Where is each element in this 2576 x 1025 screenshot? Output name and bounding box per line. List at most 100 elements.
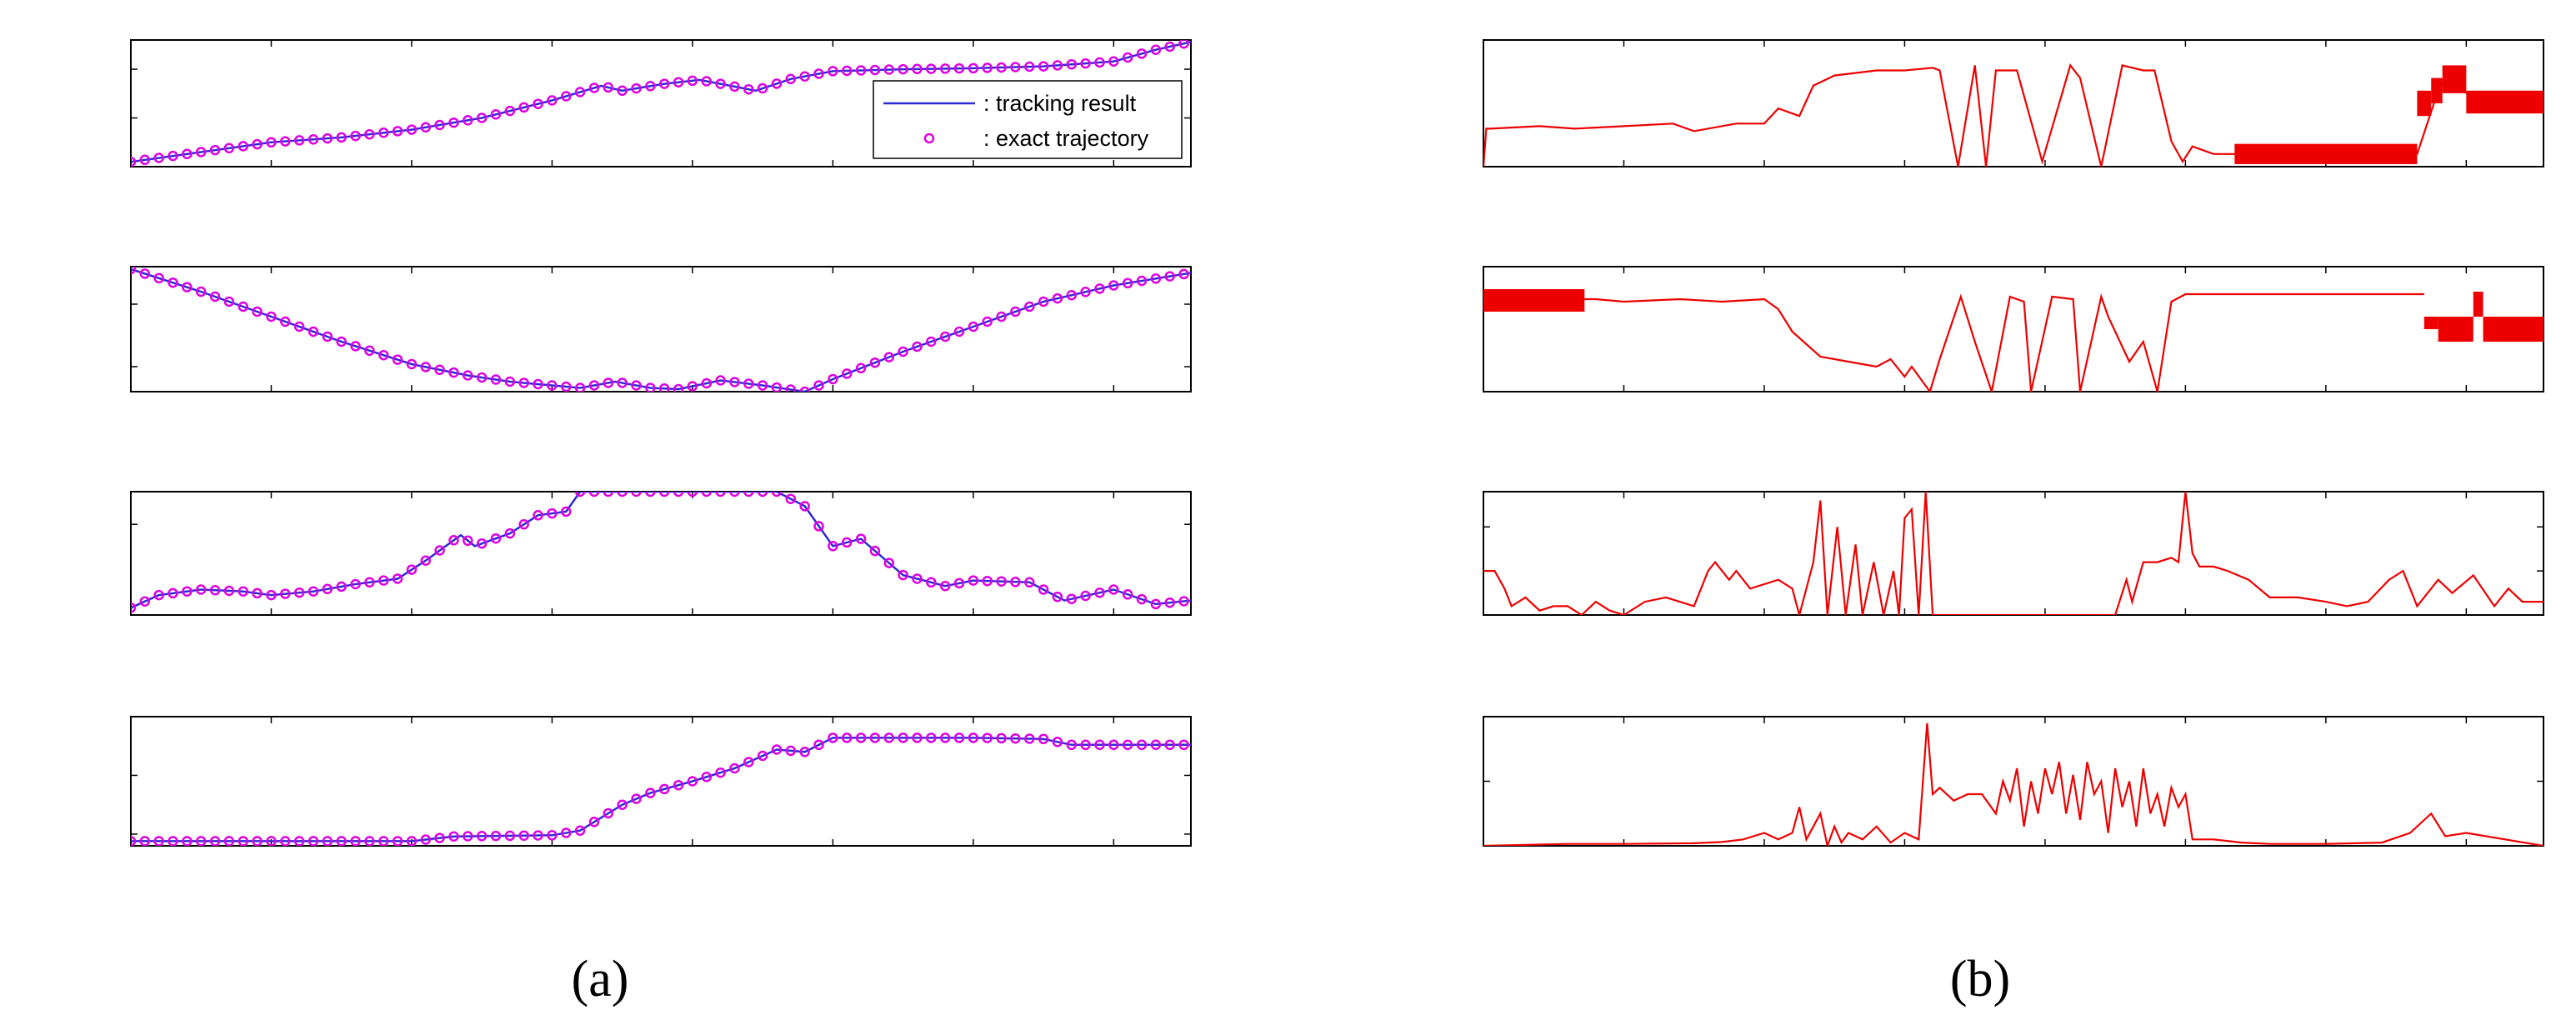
h-exact-marker (883, 558, 895, 568)
h-exact-marker (574, 492, 586, 498)
psi-exact-marker (953, 732, 965, 743)
chart-y (130, 266, 1192, 392)
x-exact-marker (223, 142, 235, 154)
x-exact-marker (1094, 57, 1105, 68)
legend: : tracking result : exact trajectory (873, 80, 1183, 159)
psi-exact-marker (1080, 739, 1091, 751)
erry-error-band (2423, 317, 2438, 329)
psi-exact-marker (799, 747, 810, 758)
errx-error-line (1483, 63, 2543, 167)
y-exact-marker (1150, 273, 1162, 284)
erry-error-band (1483, 289, 1585, 312)
psi-exact-marker (912, 732, 923, 743)
x-exact-marker (1038, 61, 1049, 72)
psi-exact-marker (898, 732, 908, 743)
psi-exact-marker (588, 817, 600, 828)
h-exact-marker (658, 492, 670, 498)
h-exact-marker (1066, 593, 1078, 604)
y-exact-marker (828, 373, 838, 385)
psi-exact-marker (364, 836, 375, 846)
x-exact-marker (785, 73, 797, 85)
y-exact-marker (490, 374, 502, 385)
h-exact-marker (828, 541, 838, 552)
errx-error-band (2417, 90, 2432, 117)
psi-exact-marker (153, 836, 164, 846)
h-exact-marker (308, 586, 319, 597)
x-exact-marker (168, 150, 178, 162)
y-exact-marker (238, 301, 249, 312)
h-exact-marker (673, 492, 684, 498)
x-exact-marker (238, 141, 249, 152)
x-exact-marker (280, 136, 291, 147)
psi-exact-marker (308, 836, 319, 846)
h-exact-marker (209, 585, 221, 596)
psi-exact-marker (533, 830, 543, 841)
y-exact-marker (223, 296, 235, 308)
y-exact-marker (771, 382, 783, 392)
h-exact-marker (631, 492, 642, 498)
psi-exact-marker (223, 836, 235, 846)
x-exact-marker (131, 156, 137, 167)
psi-exact-marker (785, 745, 797, 757)
x-exact-marker (1010, 62, 1021, 72)
x-exact-marker (209, 144, 221, 156)
h-exact-marker (280, 588, 291, 599)
x-exact-marker (293, 135, 305, 146)
h-exact-marker (448, 535, 459, 546)
h-exact-marker (252, 588, 263, 599)
psi-exact-marker (701, 772, 713, 782)
errh-plot-area (1483, 492, 2543, 615)
x-exact-marker (392, 126, 403, 137)
chart-h (130, 491, 1192, 616)
h-exact-marker (131, 602, 137, 613)
y-exact-marker (547, 380, 558, 391)
x-exact-marker (1136, 48, 1148, 59)
h-exact-marker (715, 492, 726, 498)
y-exact-marker (308, 326, 319, 338)
y-tracking-line (131, 268, 1191, 392)
y-exact-marker (1108, 280, 1119, 291)
x-exact-marker (533, 98, 543, 109)
psi-exact-marker (182, 836, 193, 846)
x-exact-marker (490, 109, 502, 120)
psi-exact-marker (828, 732, 838, 743)
x-exact-marker (463, 115, 473, 126)
psi-exact-marker (1122, 739, 1133, 751)
plots (130, 39, 2544, 847)
h-exact-marker (813, 521, 824, 532)
y-exact-marker (336, 336, 347, 348)
psi-exact-marker (1038, 733, 1049, 745)
psi-exact-marker (266, 836, 277, 846)
psi-exact-marker (406, 836, 418, 846)
x-exact-marker (926, 63, 937, 74)
psi-exact-marker (561, 828, 572, 838)
psi-exact-marker (982, 732, 993, 743)
y-exact-marker (603, 378, 614, 388)
y-exact-marker (518, 378, 529, 388)
h-exact-marker (463, 535, 473, 547)
panel-label-b: (b) (1950, 951, 2010, 1008)
legend-marker-label: : exact trajectory (983, 126, 1149, 151)
x-exact-marker (1164, 41, 1175, 52)
panel-label-a: (a) (572, 951, 629, 1008)
psi-exact-marker (448, 831, 459, 842)
h-exact-marker (350, 578, 361, 590)
x-exact-marker (139, 154, 151, 166)
x-exact-marker (1178, 40, 1189, 49)
h-exact-marker (968, 575, 979, 586)
y-exact-marker (195, 286, 207, 298)
psi-exact-marker (687, 776, 698, 787)
x-exact-marker (715, 78, 726, 89)
y-exact-marker (322, 331, 333, 342)
y-exact-marker (476, 372, 488, 383)
erry-axes-box (1483, 266, 2544, 392)
h-exact-marker (799, 501, 810, 512)
x-exact-marker (953, 62, 965, 74)
y-exact-marker (673, 383, 684, 392)
h-exact-marker (518, 518, 529, 530)
y-plot-area (131, 267, 1191, 392)
h-exact-marker (139, 596, 151, 607)
psi-exact-marker (673, 779, 684, 791)
y-exact-marker (953, 326, 965, 338)
y-exact-marker (1164, 271, 1175, 282)
